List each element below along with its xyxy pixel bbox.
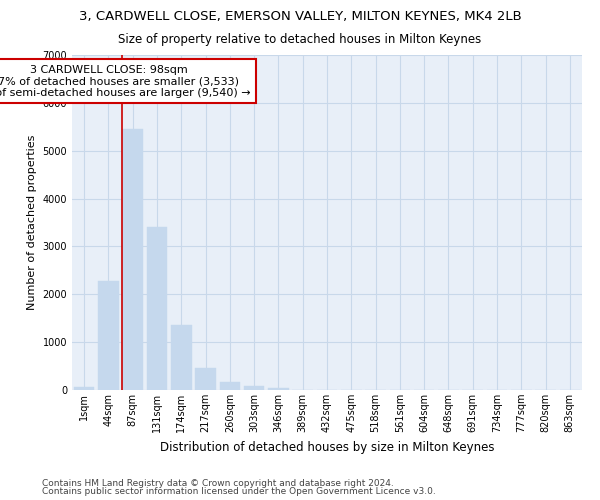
Y-axis label: Number of detached properties: Number of detached properties (27, 135, 37, 310)
X-axis label: Distribution of detached houses by size in Milton Keynes: Distribution of detached houses by size … (160, 440, 494, 454)
Bar (268, 388, 289, 390)
Text: 3, CARDWELL CLOSE, EMERSON VALLEY, MILTON KEYNES, MK4 2LB: 3, CARDWELL CLOSE, EMERSON VALLEY, MILTO… (79, 10, 521, 23)
Bar (220, 382, 240, 390)
Text: Contains public sector information licensed under the Open Government Licence v3: Contains public sector information licen… (42, 488, 436, 496)
Bar (98, 282, 119, 390)
Bar (122, 129, 143, 390)
Text: 3 CARDWELL CLOSE: 98sqm
← 27% of detached houses are smaller (3,533)
72% of semi: 3 CARDWELL CLOSE: 98sqm ← 27% of detache… (0, 64, 250, 98)
Bar (244, 386, 265, 390)
Bar (146, 228, 167, 390)
Bar (171, 326, 191, 390)
Bar (195, 368, 216, 390)
Text: Size of property relative to detached houses in Milton Keynes: Size of property relative to detached ho… (118, 32, 482, 46)
Text: Contains HM Land Registry data © Crown copyright and database right 2024.: Contains HM Land Registry data © Crown c… (42, 478, 394, 488)
Bar (74, 388, 94, 390)
